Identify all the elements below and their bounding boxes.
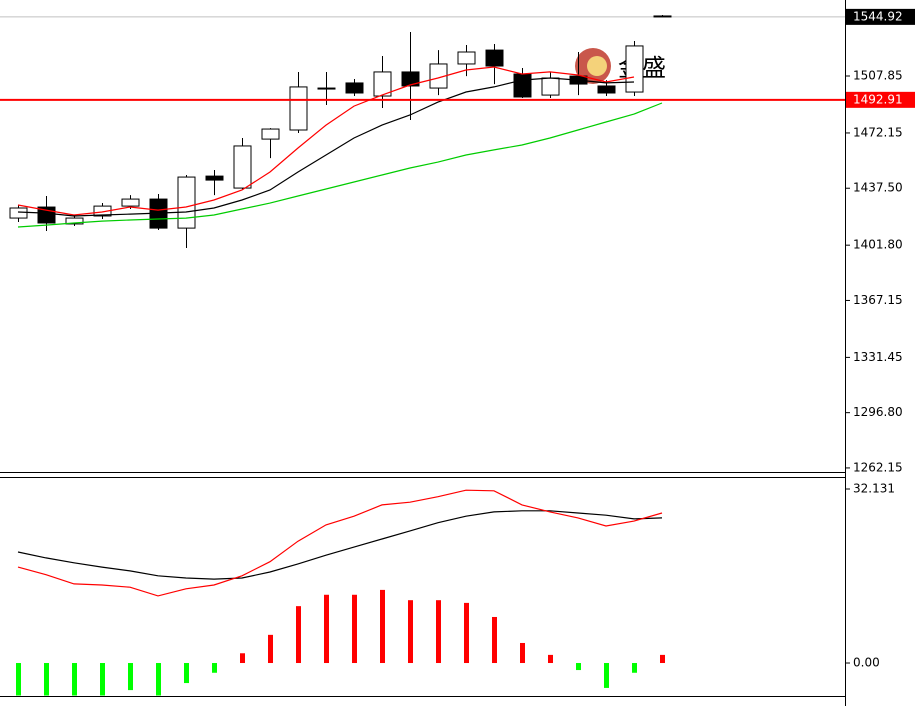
macd-bar	[212, 663, 217, 673]
y-tick-label: 0.00	[853, 656, 880, 670]
macd-bar	[44, 663, 49, 696]
macd-bar	[604, 663, 609, 688]
macd-bar	[72, 663, 77, 696]
indicator-line	[17, 102, 663, 228]
macd-bar	[632, 663, 637, 673]
macd-bar	[492, 616, 497, 664]
candle-body	[401, 71, 420, 87]
candle-body	[317, 87, 336, 90]
macd-bar	[240, 653, 245, 664]
candle-body	[597, 85, 616, 94]
y-tick-label: 1437.50	[853, 181, 903, 195]
macd-bar	[156, 663, 161, 696]
y-tick-label: 32.131	[853, 481, 895, 495]
y-tick-label: 1507.85	[853, 69, 903, 83]
macd-bar	[100, 663, 105, 696]
candle-body	[625, 45, 644, 93]
candle-body	[485, 49, 504, 67]
level-label-box	[846, 91, 915, 108]
candle-body	[9, 207, 28, 219]
candle-body	[541, 77, 560, 96]
candle-body	[289, 86, 308, 131]
indicator-line	[17, 77, 635, 217]
candle-body	[513, 73, 532, 98]
y-tick-label: 1296.80	[853, 405, 903, 419]
level-label: 1492.91	[853, 92, 903, 106]
macd-bar	[576, 663, 581, 671]
macd-bar	[436, 600, 441, 664]
macd-bar	[408, 600, 413, 664]
price-label-box	[846, 8, 915, 25]
y-tick-label: 1331.45	[853, 350, 903, 364]
y-tick-label: 1367.15	[853, 293, 903, 307]
candle-body	[373, 71, 392, 97]
price-label: 1544.92	[853, 9, 903, 23]
macd-bar	[548, 654, 553, 664]
candle-body	[345, 82, 364, 94]
candle-body	[177, 176, 196, 229]
macd-bar	[184, 663, 189, 684]
macd-bar	[464, 602, 469, 664]
candle-body	[261, 128, 280, 140]
candle-body	[65, 217, 84, 225]
indicator-line	[17, 66, 635, 216]
macd-bar	[352, 594, 357, 664]
macd-bar	[520, 642, 525, 664]
candle-body	[93, 205, 112, 217]
indicator-line	[17, 510, 663, 580]
candle-body	[653, 15, 672, 18]
watermark-logo	[587, 56, 607, 76]
y-tick-label: 1262.15	[853, 460, 903, 474]
macd-bar	[268, 634, 273, 664]
macd-bar	[380, 589, 385, 664]
indicator-line	[17, 489, 663, 597]
y-tick-label: 1472.15	[853, 125, 903, 139]
macd-bar	[296, 606, 301, 664]
macd-bar	[324, 594, 329, 664]
y-tick-label: 1401.80	[853, 238, 903, 252]
candle-body	[121, 198, 140, 207]
macd-bar	[128, 663, 133, 691]
candle-body	[457, 51, 476, 65]
candle-body	[233, 145, 252, 189]
macd-bar	[16, 663, 21, 696]
candle-body	[205, 175, 224, 181]
macd-bar	[660, 654, 665, 664]
